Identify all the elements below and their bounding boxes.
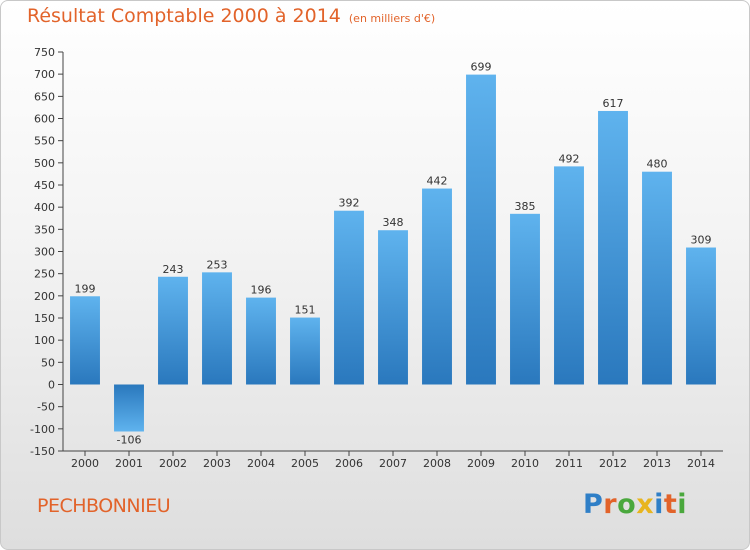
- y-tick-label: 550: [34, 135, 55, 148]
- y-tick-label: 700: [34, 68, 55, 81]
- y-tick-label: 400: [34, 201, 55, 214]
- x-tick-label-2002: 2002: [159, 457, 187, 470]
- value-label-2013: 480: [647, 158, 668, 171]
- y-tick-label: 750: [34, 46, 55, 59]
- bar-2014: [686, 247, 716, 385]
- x-tick-label-2007: 2007: [379, 457, 407, 470]
- brand-letter: P: [583, 489, 604, 520]
- x-tick-label-2000: 2000: [71, 457, 99, 470]
- y-tick-label: 250: [34, 268, 55, 281]
- value-label-2011: 492: [559, 152, 580, 165]
- y-tick-label: 600: [34, 113, 55, 126]
- y-tick-label: 450: [34, 179, 55, 192]
- x-tick-label-2001: 2001: [115, 457, 143, 470]
- value-label-2010: 385: [515, 200, 536, 213]
- y-tick-label: 150: [34, 312, 55, 325]
- bar-2011: [554, 166, 584, 385]
- y-tick-label: 350: [34, 223, 55, 236]
- brand-letter: o: [617, 489, 637, 520]
- y-tick-label: 50: [41, 356, 55, 369]
- x-tick-label-2010: 2010: [511, 457, 539, 470]
- bar-2003: [202, 272, 232, 385]
- y-tick-label: -100: [30, 423, 55, 436]
- value-label-2006: 392: [339, 197, 360, 210]
- y-tick-label: 650: [34, 90, 55, 103]
- y-tick-label: 500: [34, 157, 55, 170]
- bar-2010: [510, 213, 540, 385]
- place-name: PECHBONNIEU: [37, 495, 171, 517]
- brand-letter: t: [663, 489, 678, 520]
- chart-subtitle: (en milliers d'€): [348, 12, 436, 25]
- bar-2005: [290, 317, 320, 385]
- value-label-2012: 617: [603, 97, 624, 110]
- x-tick-label-2011: 2011: [555, 457, 583, 470]
- x-tick-label-2009: 2009: [467, 457, 495, 470]
- value-label-2009: 699: [471, 61, 492, 74]
- bar-2004: [246, 297, 276, 385]
- x-tick-label-2003: 2003: [203, 457, 231, 470]
- bar-2008: [422, 188, 452, 385]
- y-tick-label: -150: [30, 445, 55, 458]
- bar-2013: [642, 171, 672, 385]
- value-label-2003: 253: [207, 258, 228, 271]
- y-tick-label: -50: [37, 401, 55, 414]
- x-tick-label-2005: 2005: [291, 457, 319, 470]
- y-tick-label: 0: [48, 379, 55, 392]
- x-tick-label-2013: 2013: [643, 457, 671, 470]
- value-label-2014: 309: [691, 234, 712, 247]
- value-label-2004: 196: [251, 284, 272, 297]
- value-label-2002: 243: [163, 263, 184, 276]
- y-tick-label: 300: [34, 246, 55, 259]
- brand-letter: i: [677, 489, 688, 520]
- brand-letter: x: [636, 489, 655, 520]
- chart-title: Résultat Comptable 2000 à 2014 (en millie…: [27, 5, 435, 27]
- value-label-2000: 199: [75, 282, 96, 295]
- chart-title-text: Résultat Comptable 2000 à 2014: [27, 5, 341, 27]
- brand-letter: r: [603, 489, 618, 520]
- bar-2000: [70, 296, 100, 385]
- bar-2001: [114, 384, 144, 432]
- bar-2007: [378, 230, 408, 385]
- bar-2012: [598, 110, 628, 385]
- x-tick-label-2008: 2008: [423, 457, 451, 470]
- bar-2002: [158, 276, 188, 385]
- x-tick-label-2006: 2006: [335, 457, 363, 470]
- x-tick-label-2012: 2012: [599, 457, 627, 470]
- bar-2006: [334, 210, 364, 385]
- brand-letter: i: [654, 489, 664, 520]
- x-tick-label-2004: 2004: [247, 457, 275, 470]
- brand-logo: Proxiti: [583, 489, 687, 520]
- y-tick-label: 200: [34, 290, 55, 303]
- value-label-2008: 442: [427, 175, 448, 188]
- value-label-2007: 348: [383, 216, 404, 229]
- y-tick-label: 100: [34, 334, 55, 347]
- bar-2009: [466, 74, 496, 385]
- value-label-2001: -106: [117, 433, 142, 446]
- value-label-2005: 151: [295, 304, 316, 317]
- x-tick-label-2014: 2014: [687, 457, 715, 470]
